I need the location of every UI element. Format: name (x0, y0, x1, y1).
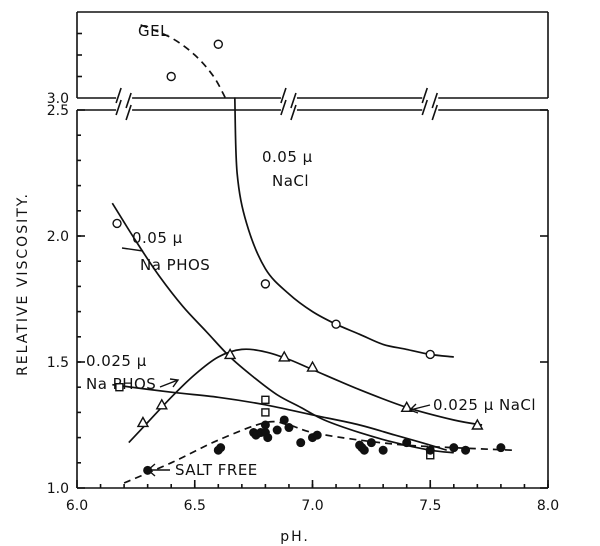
label-gel: GEL (138, 22, 169, 40)
series-line-4 (123, 420, 513, 484)
y-tick-label: 2.0 (47, 229, 69, 245)
series-line-0 (233, 97, 454, 358)
data-point-square (115, 383, 124, 392)
label-phos-025-line2: Na PHOS (86, 375, 156, 393)
data-point-filled (359, 445, 369, 455)
data-point-filled (402, 438, 412, 448)
data-point-triangle (155, 398, 168, 410)
series-line-2 (112, 383, 447, 452)
upper-bottom-edge-break-mark (421, 87, 439, 109)
data-point-circle (260, 279, 271, 289)
data-point-circle (166, 71, 176, 82)
data-point-circle (112, 218, 122, 229)
data-point-filled (378, 445, 388, 455)
data-point-triangle (471, 418, 484, 430)
main-top-edge-break-mark (115, 99, 132, 121)
data-point-square (261, 395, 270, 404)
data-point-circle (331, 319, 341, 329)
x-tick-label: 6.0 (66, 498, 88, 514)
arrow-phos-05 (121, 247, 144, 252)
series-line-3 (128, 348, 483, 444)
label-nacl-025: 0.025 μ NaCl (433, 396, 536, 414)
axis-ticks: 6.0 6.5 7.0 7.5 8.0 1.0 1.5 2.0 2.53.0 (47, 32, 559, 514)
y-axis-title: RELATIVE VISCOSITY. (15, 192, 31, 376)
data-point-filled (449, 443, 459, 453)
data-point-filled (272, 425, 282, 435)
data-point-square (261, 408, 270, 417)
x-tick-label: 6.5 (184, 498, 206, 514)
label-phos-05-line2: Na PHOS (140, 256, 210, 274)
data-point-filled (263, 433, 273, 443)
series-line-1 (111, 202, 454, 454)
y-tick-label: 2.5 (47, 103, 69, 119)
data-point-filled (461, 445, 471, 455)
data-point-filled (312, 430, 322, 440)
label-phos-05-line1: 0.05 μ (132, 229, 183, 247)
data-point-filled (366, 438, 376, 448)
y-tick-label: 1.0 (47, 481, 69, 497)
annotation-arrows (121, 247, 431, 477)
upper-bottom-edge-break-mark (115, 87, 132, 109)
label-phos-025-line1: 0.025 μ (86, 352, 147, 370)
series-line-5 (140, 24, 227, 99)
data-point-triangle (223, 347, 237, 360)
data-point-filled (284, 423, 294, 433)
upper-bottom-edge-break-mark (280, 87, 297, 109)
arrow-salt-free (146, 463, 170, 477)
data-point-filled (279, 415, 289, 425)
label-salt-free: SALT FREE (175, 461, 258, 479)
data-point-triangle (278, 350, 291, 362)
label-nacl-05-line1: 0.05 μ (262, 148, 313, 166)
x-tick-label: 8.0 (537, 498, 559, 514)
series-curves (111, 24, 513, 484)
y-tick-label: 1.5 (47, 355, 69, 371)
data-point-circle (425, 349, 435, 360)
chart-frame (76, 11, 549, 489)
data-point-triangle (400, 400, 413, 413)
data-point-filled (496, 443, 506, 453)
main-top-edge-break-mark (421, 99, 439, 121)
data-point-filled (216, 443, 226, 453)
series-markers (112, 39, 506, 475)
x-axis-title: pH. (280, 529, 310, 545)
main-top-edge-break-mark (280, 99, 297, 121)
data-point-filled (296, 438, 306, 448)
data-point-filled (425, 445, 435, 455)
upper-y-tick-label: 3.0 (47, 91, 69, 107)
data-point-filled (260, 420, 270, 430)
arrow-phos-025 (159, 378, 180, 388)
x-tick-label: 7.0 (301, 498, 323, 514)
label-nacl-05-line2: NaCl (272, 172, 309, 190)
data-point-triangle (136, 416, 150, 428)
arrow-nacl-025 (408, 403, 431, 414)
data-point-circle (213, 39, 224, 49)
data-point-triangle (306, 360, 319, 372)
x-tick-label: 7.5 (419, 498, 441, 514)
